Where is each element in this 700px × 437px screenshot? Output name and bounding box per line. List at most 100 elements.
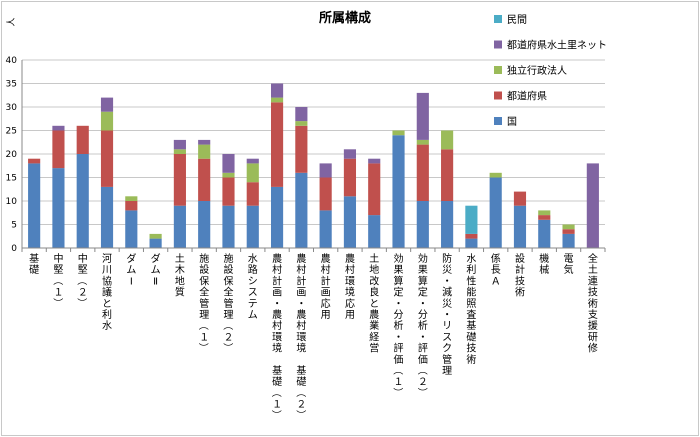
legend-item: 都道府県水土里ネット	[494, 39, 607, 52]
category-label: 基礎	[29, 252, 39, 276]
category-label-char: 中	[78, 252, 88, 265]
category-label-char: 技	[466, 342, 476, 355]
category-label-char: 機	[539, 252, 549, 265]
legend-swatch	[494, 91, 502, 100]
category-labels: 基礎中堅（１）中堅（２）河川協議と利水ダムⅠダムⅡ土木地質施設保全管理（１）施設…	[29, 252, 598, 420]
category-label-char: ダ	[151, 252, 161, 265]
category-label: ダムⅠ	[126, 252, 136, 287]
category-label-char: ２	[296, 400, 306, 411]
category-label-char: 利	[466, 264, 476, 276]
category-label-char: 礎	[272, 375, 282, 388]
category-label-char: 路	[248, 263, 258, 276]
bar-segment	[222, 154, 235, 173]
category-label-char: 基	[466, 319, 476, 332]
category-label-char: 環	[296, 331, 306, 343]
category-label-char: １	[272, 400, 282, 411]
category-label-char: ス	[248, 288, 258, 299]
legend-swatch	[494, 66, 502, 74]
legend-swatch	[494, 40, 502, 49]
category-label-char: シ	[248, 276, 258, 287]
bar-segment	[295, 125, 308, 173]
category-label-char: 堅	[53, 264, 63, 276]
category-label-char: 農	[296, 252, 306, 265]
category-label-char: 計	[321, 274, 331, 287]
legend-item: 独立行政法人	[494, 64, 567, 77]
category-label-char: 礎	[29, 263, 39, 276]
bars	[28, 83, 599, 248]
category-label-char: 土	[175, 252, 185, 265]
bar-segment	[222, 177, 235, 206]
y-axis-label: 人	[6, 17, 17, 26]
category-label-char: 算	[418, 274, 428, 287]
y-axis-label-group: 人	[6, 17, 17, 26]
category-label-char: ・	[418, 332, 428, 343]
category-label: 中堅（ ２）	[76, 252, 88, 308]
category-label-char: 用	[345, 310, 355, 321]
category-label-char: 術	[466, 353, 476, 366]
category-label-char: 農	[369, 308, 379, 321]
bar-segment	[295, 172, 308, 248]
bar-segment	[416, 92, 429, 140]
category-label-char: 全	[223, 286, 233, 299]
category-label-char: ク	[442, 343, 452, 355]
bar-segment	[52, 125, 65, 131]
bar-segment	[368, 215, 381, 248]
bar-segment	[562, 229, 575, 234]
category-label-char: ダ	[126, 252, 136, 265]
category-label-char: ）	[416, 387, 428, 397]
bar-segment	[295, 121, 308, 126]
category-label-char: 効	[394, 252, 404, 265]
category-label-char: 技	[515, 274, 525, 287]
category-label-char: 全	[199, 286, 209, 299]
category-label-char: 減	[442, 286, 452, 299]
category-label-char: 画	[272, 288, 282, 299]
bar-segment	[343, 149, 357, 159]
bar-segment	[100, 130, 114, 187]
category-label-char: 河	[102, 253, 112, 265]
category-label-char: ス	[442, 332, 452, 343]
category-label-char: 設	[223, 263, 233, 276]
bar-segment	[270, 97, 284, 103]
category-label-char: 設	[515, 252, 525, 265]
category-label-char: 画	[321, 288, 331, 299]
bar-segment	[513, 205, 527, 248]
bar-segment	[489, 172, 502, 178]
bar-segment	[319, 177, 332, 211]
category-label-char: 農	[272, 252, 282, 265]
category-label-char: ・	[296, 299, 306, 310]
category-label-char: 応	[345, 297, 355, 310]
category-label-char: と	[369, 298, 379, 310]
bar-segment	[513, 191, 527, 206]
category-label-char: 議	[102, 286, 112, 299]
bar-segment	[343, 158, 357, 197]
bar-segment	[246, 158, 259, 164]
category-label-char: 利	[102, 309, 112, 321]
category-label-char: 管	[442, 353, 452, 366]
category-label-char: 境	[296, 342, 306, 355]
category-label-char: 村	[296, 319, 306, 332]
bar-segment	[416, 201, 429, 248]
bar-segment	[222, 172, 235, 178]
category-label-char: 価	[394, 353, 404, 366]
category-label-char: 計	[272, 274, 282, 287]
category-label-char: 評	[394, 342, 404, 355]
category-label-char: 保	[223, 274, 233, 287]
category-label-char: リ	[442, 321, 452, 332]
category-label-char: Ⅰ	[130, 276, 133, 287]
category-label-char: 改	[369, 274, 379, 287]
category-label-char: 境	[345, 286, 355, 299]
category-label-char: 環	[272, 331, 282, 343]
category-label-char: 用	[321, 310, 331, 321]
category-label-char: ・	[442, 310, 452, 321]
bar-segment	[125, 201, 138, 211]
category-label-char: 防	[442, 252, 452, 265]
category-label-char: 効	[418, 252, 428, 265]
legend-label: 国	[507, 116, 517, 128]
